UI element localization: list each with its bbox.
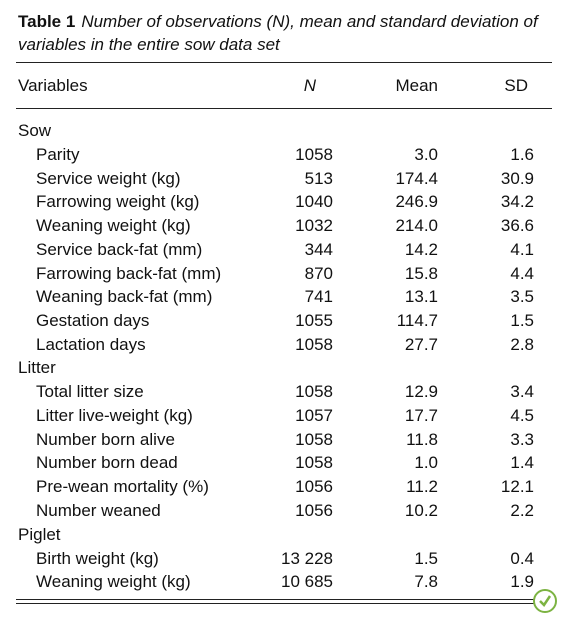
- value-cell: 870: [304, 263, 333, 283]
- row-label: Parity: [36, 145, 80, 164]
- value-cell: 11.2: [406, 477, 438, 497]
- badge-icon: [533, 589, 557, 613]
- header-cell: Mean: [395, 76, 438, 95]
- value-cell: 1040: [295, 192, 333, 212]
- value-cell: 1.5: [510, 310, 534, 330]
- value-cell: 17.7: [404, 406, 438, 425]
- value-cell: 3.4: [510, 382, 534, 402]
- value-cell: 1057: [295, 406, 333, 425]
- value-cell: 11.8: [406, 429, 438, 449]
- value-cell: 2.8: [510, 334, 534, 354]
- caption-label: Table 1: [18, 12, 76, 31]
- value-cell: 1058: [295, 382, 333, 402]
- group-label: Litter: [18, 358, 56, 378]
- value-cell: 4.4: [510, 263, 534, 283]
- value-cell: 1058: [295, 453, 333, 473]
- value-cell: 1058: [295, 145, 333, 164]
- value-cell: 34.2: [500, 192, 534, 212]
- row-label: Pre-wean mortality (%): [36, 477, 209, 497]
- row-label: Farrowing back-fat (mm): [36, 263, 222, 283]
- bottom-rule: [16, 603, 552, 604]
- value-cell: 10.2: [404, 500, 438, 520]
- value-cell: 12.1: [500, 477, 534, 497]
- value-cell: 3.3: [510, 429, 534, 449]
- bottom-rule: [16, 599, 552, 600]
- header-cell: N: [303, 76, 316, 95]
- value-cell: 246.9: [395, 192, 438, 212]
- value-cell: 4.5: [510, 406, 534, 425]
- value-cell: 30.9: [500, 168, 534, 188]
- row-label: Weaning back-fat (mm): [36, 287, 213, 307]
- row-label: Number born alive: [36, 429, 175, 449]
- value-cell: 1056: [295, 500, 333, 520]
- row-label: Total litter size: [36, 382, 144, 402]
- header-cell: SD: [504, 76, 528, 95]
- caption: Table 1 Number of observations (N), mean …: [18, 10, 548, 56]
- value-cell: 7.8: [414, 572, 438, 592]
- row-label: Gestation days: [36, 310, 150, 330]
- value-cell: 344: [304, 239, 333, 259]
- value-cell: 4.1: [510, 239, 534, 259]
- header-cell: Variables: [18, 76, 88, 95]
- value-cell: 15.8: [404, 263, 438, 283]
- value-cell: 1055: [295, 310, 333, 330]
- group-label: Sow: [18, 121, 52, 140]
- value-cell: 1.0: [414, 453, 438, 473]
- row-label: Farrowing weight (kg): [36, 192, 200, 212]
- value-cell: 36.6: [500, 216, 534, 236]
- value-cell: 1032: [295, 216, 333, 236]
- value-cell: 13 228: [281, 548, 333, 568]
- value-cell: 1.5: [414, 548, 438, 568]
- value-cell: 10 685: [281, 572, 333, 592]
- value-cell: 1.4: [510, 453, 534, 473]
- value-cell: 741: [304, 287, 333, 307]
- value-cell: 1.6: [510, 145, 534, 164]
- row-label: Number weaned: [36, 500, 161, 520]
- row-label: Number born dead: [36, 453, 178, 473]
- row-label: Weaning weight (kg): [36, 572, 191, 592]
- row-label: Service weight (kg): [36, 168, 181, 188]
- row-label: Litter live-weight (kg): [36, 406, 193, 425]
- value-cell: 3.5: [510, 287, 534, 307]
- value-cell: 1056: [295, 477, 333, 497]
- value-cell: 513: [304, 168, 333, 188]
- value-cell: 1058: [295, 334, 333, 354]
- top-rule: [16, 62, 552, 63]
- value-cell: 14.2: [404, 239, 438, 259]
- value-cell: 2.2: [510, 500, 534, 520]
- header-rule: [16, 108, 552, 109]
- value-cell: 0.4: [510, 548, 534, 568]
- row-label: Weaning weight (kg): [36, 216, 191, 236]
- row-label: Birth weight (kg): [36, 548, 159, 568]
- value-cell: 27.7: [404, 334, 438, 354]
- value-cell: 174.4: [395, 168, 438, 188]
- value-cell: 1.9: [510, 572, 534, 592]
- value-cell: 114.7: [396, 310, 438, 330]
- caption-text: Number of observations (N), mean and sta…: [18, 12, 538, 54]
- row-label: Lactation days: [36, 334, 146, 354]
- group-label: Piglet: [18, 524, 61, 544]
- row-label: Service back-fat (mm): [36, 239, 203, 259]
- value-cell: 214.0: [395, 216, 438, 236]
- value-cell: 1058: [295, 429, 333, 449]
- value-cell: 13.1: [404, 287, 438, 307]
- value-cell: 3.0: [414, 145, 438, 164]
- value-cell: 12.9: [404, 382, 438, 402]
